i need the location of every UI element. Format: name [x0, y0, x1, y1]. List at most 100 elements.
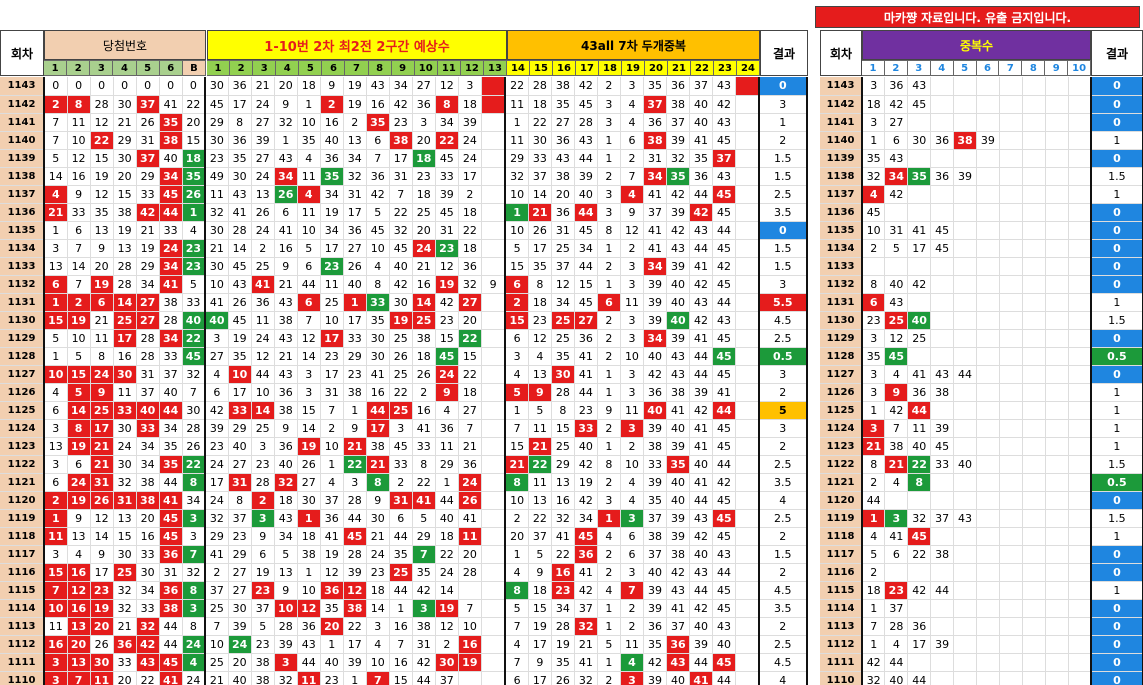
table-row[interactable]: 1117 3 4 9 30 33 36 7 41 29 6 5 38 19 28 24 35 7 22 20 1 5 22 3… — [0, 545, 809, 564]
table-row[interactable]: 1136 45 0 — [820, 203, 1143, 222]
dupcount-cell: 38 — [930, 383, 955, 402]
winning-number-cell: 1 — [182, 203, 207, 222]
table-row[interactable]: 1135 10 31 41 45 0 — [820, 221, 1143, 240]
table-row[interactable]: 1121 2 4 8 0.5 — [820, 473, 1143, 492]
table-row[interactable]: 1139 35 43 0 — [820, 149, 1143, 168]
dupcount-cell: 32 — [862, 167, 886, 186]
table-row[interactable]: 1137 4 42 1 — [820, 185, 1143, 204]
table-row[interactable]: 1136 21 33 35 38 42 44 1 32 41 26 6 11 19 17 5 22 25 45 18 1… — [0, 203, 809, 222]
prediction-cell — [481, 293, 507, 312]
table-row[interactable]: 1120 2 19 26 31 38 41 34 24 8 2 18 30 37 28 9 31 41 44 26 10… — [0, 491, 809, 510]
prediction-cell: 43 — [274, 293, 298, 312]
table-row[interactable]: 1134 3 7 9 13 19 24 23 21 14 2 16 5 17 27 10 45 24 23 18 5 17… — [0, 239, 809, 258]
table-row[interactable]: 1134 2 5 17 45 0 — [820, 239, 1143, 258]
dupcount-cell — [953, 293, 977, 312]
round-number: 1140 — [820, 131, 863, 150]
table-row[interactable]: 1110 32 40 44 0 — [820, 671, 1143, 685]
table-row[interactable]: 1129 5 10 11 17 28 34 22 3 19 24 43 12 17 33 30 25 38 15 22… — [0, 329, 809, 348]
table-row[interactable]: 1133 0 — [820, 257, 1143, 276]
table-row[interactable]: 1114 1 37 0 — [820, 599, 1143, 618]
table-row[interactable]: 1110 3 7 11 20 22 41 24 21 40 38 32 11 23 1 7 15 44 37 6 17 2… — [0, 671, 809, 685]
table-row[interactable]: 1126 3 9 36 38 1 — [820, 383, 1143, 402]
table-row[interactable]: 1117 5 6 22 38 0 — [820, 545, 1143, 564]
prediction-cell: 18 — [458, 203, 482, 222]
table-row[interactable]: 1113 7 28 36 0 — [820, 617, 1143, 636]
table-row[interactable]: 1111 3 13 30 33 43 45 4 25 20 38 3 44 40 39 10 16 42 30 19 7… — [0, 653, 809, 672]
table-row[interactable]: 1116 2 0 — [820, 563, 1143, 582]
table-row[interactable]: 1124 3 7 11 39 1 — [820, 419, 1143, 438]
prediction-cell — [481, 77, 507, 96]
table-row[interactable]: 1122 3 6 21 30 34 35 22 24 27 23 40 26 1 22 21 33 8 29 36 21… — [0, 455, 809, 474]
table-row[interactable]: 1112 16 20 26 36 42 44 24 10 24 23 39 43 1 17 4 7 31 2 16 4 1… — [0, 635, 809, 654]
table-row[interactable]: 1139 5 12 15 30 37 40 18 23 35 27 43 4 36 34 7 17 18 45 24 2… — [0, 149, 809, 168]
result-header-2[interactable]: 결과 — [1091, 30, 1143, 76]
table-row[interactable]: 1119 1 3 32 37 43 1.5 — [820, 509, 1143, 528]
table-row[interactable]: 1140 7 10 22 29 31 38 15 30 36 39 1 35 40 13 6 38 20 22 24 1… — [0, 131, 809, 150]
table-row[interactable]: 1143 0 0 0 0 0 0 0 30 36 21 20 18 9 19 43 34 27 12 3 22 28 38 4… — [0, 77, 809, 96]
winning-number-cell: 28 — [113, 257, 137, 276]
table-row[interactable]: 1126 4 5 9 11 37 40 7 6 17 10 36 3 31 38 16 22 2 9 18 5 9 28 44… — [0, 383, 809, 402]
table-row[interactable]: 1122 8 21 22 33 40 1.5 — [820, 455, 1143, 474]
duplicate-cell: 1 — [597, 365, 621, 384]
duplicate-header[interactable]: 43all 7차 두개중복 — [507, 30, 760, 60]
table-row[interactable]: 1133 13 14 20 28 29 34 23 30 45 25 9 6 23 26 4 40 21 12 36 1… — [0, 257, 809, 276]
prediction-cell — [481, 149, 507, 168]
table-row[interactable]: 1135 1 6 13 19 21 33 4 30 28 24 41 10 34 36 45 32 20 31 22 1… — [0, 221, 809, 240]
table-row[interactable]: 1141 3 27 0 — [820, 113, 1143, 132]
table-row[interactable]: 1114 10 16 19 32 33 38 3 25 30 37 10 12 35 38 14 1 3 19 7 5 1… — [0, 599, 809, 618]
table-row[interactable]: 1112 1 4 17 39 0 — [820, 635, 1143, 654]
prediction-cell: 1 — [274, 131, 298, 150]
table-row[interactable]: 1137 4 9 12 15 33 45 26 11 43 13 26 4 34 31 42 7 18 39 2 10 1… — [0, 185, 809, 204]
table-row[interactable]: 1118 4 41 45 1 — [820, 527, 1143, 546]
dupcount-header[interactable]: 중복수 — [862, 30, 1091, 60]
table-row[interactable]: 1130 23 25 40 1.5 — [820, 311, 1143, 330]
duplicate-cell: 1 — [505, 545, 529, 564]
table-row[interactable]: 1118 11 13 14 15 16 45 3 29 23 9 34 18 41 45 21 44 29 18 11… — [0, 527, 809, 546]
table-row[interactable]: 1116 15 16 17 25 30 31 32 2 27 19 13 1 12 39 23 25 35 24 28… — [0, 563, 809, 582]
result-cell-2: 0 — [1089, 653, 1143, 672]
table-row[interactable]: 1125 6 14 25 33 40 44 30 42 33 14 38 15 7 1 44 25 16 4 27 1 5… — [0, 401, 809, 420]
table-row[interactable]: 1120 44 0 — [820, 491, 1143, 510]
table-row[interactable]: 1127 3 4 41 43 44 0 — [820, 365, 1143, 384]
table-row[interactable]: 1142 18 42 45 0 — [820, 95, 1143, 114]
winning-number-cell: 36 — [159, 545, 183, 564]
table-row[interactable]: 1138 14 16 19 20 29 34 35 49 30 24 34 11 35 32 36 31 23 33… — [0, 167, 809, 186]
table-row[interactable]: 1123 13 19 21 24 34 35 26 23 40 3 36 19 10 21 38 45 33 11 2… — [0, 437, 809, 456]
table-row[interactable]: 1113 11 13 20 21 32 44 8 7 39 5 28 36 20 22 3 16 38 12 10 7 1… — [0, 617, 809, 636]
table-row[interactable]: 1140 1 6 30 36 38 39 1 — [820, 131, 1143, 150]
table-row[interactable]: 1115 18 23 42 44 1 — [820, 581, 1143, 600]
table-row[interactable]: 1131 1 2 6 14 27 38 33 41 26 36 43 6 25 1 33 30 14 42 27 2 18… — [0, 293, 809, 312]
table-row[interactable]: 1125 1 42 44 1 — [820, 401, 1143, 420]
table-row[interactable]: 1128 1 5 8 16 28 33 45 27 35 12 21 14 23 29 30 26 18 45 15 3… — [0, 347, 809, 366]
round-header-2[interactable]: 회차 — [820, 30, 862, 76]
table-row[interactable]: 1115 7 12 23 32 34 36 8 37 27 23 9 10 36 12 18 44 42 14 8 18… — [0, 581, 809, 600]
table-row[interactable]: 1141 7 11 12 21 26 35 20 29 8 27 32 10 16 2 35 23 3 34 39 1 2… — [0, 113, 809, 132]
duplicate-cell: 40 — [712, 635, 737, 654]
winning-number-cell: 0 — [159, 77, 183, 96]
winning-number-cell: 8 — [90, 347, 114, 366]
duplicate-col-label: 19 — [622, 60, 645, 76]
round-header[interactable]: 회차 — [0, 30, 44, 76]
table-row[interactable]: 1143 3 36 43 0 — [820, 77, 1143, 96]
table-row[interactable]: 1111 42 44 0 — [820, 653, 1143, 672]
table-row[interactable]: 1130 15 19 21 25 27 28 40 40 45 11 38 7 10 17 35 19 25 23 2… — [0, 311, 809, 330]
prediction-header[interactable]: 1-10번 2차 최2전 2구간 예상수 — [207, 30, 507, 60]
table-row[interactable]: 1121 6 24 31 32 38 44 8 17 31 28 32 27 4 3 8 2 22 1 24 8 11 13… — [0, 473, 809, 492]
table-row[interactable]: 1127 10 15 24 30 31 37 32 4 10 44 43 3 17 23 41 25 26 24 22… — [0, 365, 809, 384]
prediction-cell: 21 — [205, 671, 229, 685]
duplicate-cell: 19 — [574, 473, 598, 492]
result-header[interactable]: 결과 — [760, 30, 808, 76]
prediction-cell: 14 — [297, 419, 321, 438]
table-row[interactable]: 1132 6 7 19 28 34 41 5 10 43 41 21 44 11 40 8 42 16 19 32 9 6… — [0, 275, 809, 294]
table-row[interactable]: 1138 32 34 35 36 39 1.5 — [820, 167, 1143, 186]
table-row[interactable]: 1119 1 9 12 13 20 45 3 32 37 3 43 1 36 44 30 6 5 40 41 2 22 32… — [0, 509, 809, 528]
winning-numbers-header[interactable]: 당첨번호 — [44, 30, 206, 60]
table-row[interactable]: 1124 3 8 17 30 33 34 28 39 29 25 9 14 2 9 17 3 41 36 7 7 11 15… — [0, 419, 809, 438]
table-row[interactable]: 1142 2 8 28 30 37 41 22 45 17 24 9 1 2 19 16 42 36 8 18 11 18… — [0, 95, 809, 114]
table-row[interactable]: 1132 8 40 42 0 — [820, 275, 1143, 294]
table-row[interactable]: 1128 35 45 0.5 — [820, 347, 1143, 366]
table-row[interactable]: 1131 6 43 1 — [820, 293, 1143, 312]
prediction-cell: 20 — [412, 131, 436, 150]
table-row[interactable]: 1123 21 38 40 45 1 — [820, 437, 1143, 456]
table-row[interactable]: 1129 3 12 25 0 — [820, 329, 1143, 348]
